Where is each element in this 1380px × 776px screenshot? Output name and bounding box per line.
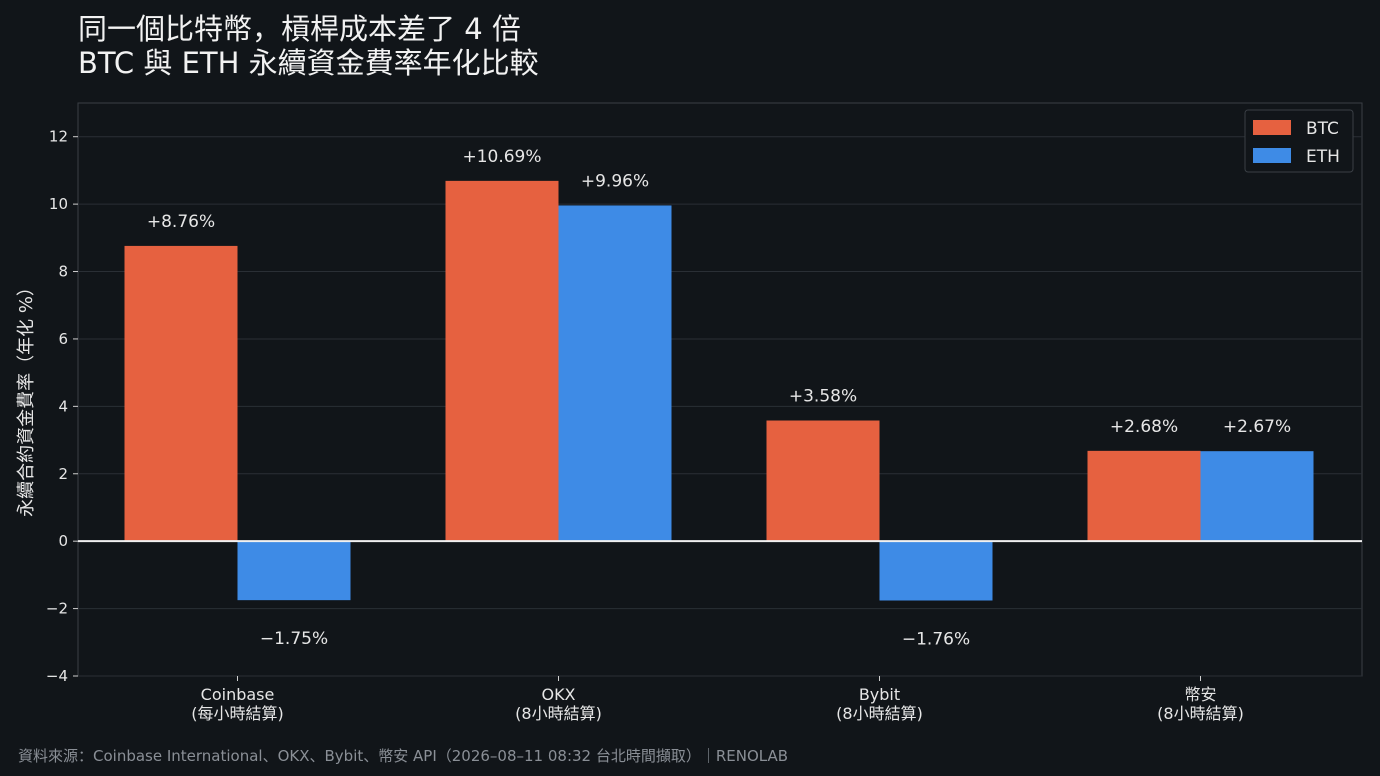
y-tick-label: −2 [46, 600, 68, 618]
data-label: +2.67% [1223, 417, 1291, 437]
title-line-1: 同一個比特幣，槓桿成本差了 4 倍 [78, 12, 521, 46]
bar-btc-2 [766, 420, 880, 542]
data-label: −1.76% [902, 629, 970, 649]
data-label: −1.75% [260, 629, 328, 649]
x-tick-label: Coinbase [201, 685, 275, 704]
bar-btc-3 [1087, 450, 1201, 542]
y-axis-label: 永續合約資金費率（年化 %） [16, 278, 37, 517]
x-tick-sublabel: (8小時結算) [1157, 704, 1244, 723]
bar-eth-1 [558, 205, 672, 542]
y-tick-label: −4 [46, 667, 68, 685]
source-note: 資料來源：Coinbase International、OKX、Bybit、幣安… [18, 747, 789, 765]
y-tick-label: 4 [58, 397, 68, 415]
legend-swatch-eth [1253, 148, 1291, 163]
y-tick-label: 8 [58, 263, 68, 281]
y-tick-label: 6 [58, 330, 68, 348]
data-label: +8.76% [147, 212, 215, 232]
title-line-2: BTC 與 ETH 永續資金費率年化比較 [78, 46, 539, 80]
x-tick-sublabel: (每小時結算) [191, 704, 284, 723]
x-tick-sublabel: (8小時結算) [836, 704, 923, 723]
x-tick-sublabel: (8小時結算) [515, 704, 602, 723]
y-tick-label: 12 [49, 128, 68, 146]
chart-title: 同一個比特幣，槓桿成本差了 4 倍 BTC 與 ETH 永續資金費率年化比較 [78, 12, 539, 80]
bar-eth-0 [237, 541, 351, 601]
data-label: +2.68% [1110, 417, 1178, 437]
legend-label: BTC [1306, 119, 1339, 139]
x-tick-label: OKX [541, 685, 575, 704]
y-tick-label: 10 [49, 195, 68, 213]
legend-label: ETH [1306, 147, 1340, 167]
x-tick-label: 幣安 [1184, 685, 1216, 704]
bar-eth-3 [1200, 451, 1314, 542]
bar-btc-1 [445, 180, 559, 542]
data-label: +9.96% [581, 171, 649, 191]
data-label: +10.69% [462, 147, 541, 167]
y-tick-label: 0 [58, 532, 68, 550]
bar-btc-0 [124, 245, 238, 542]
data-label: +3.58% [789, 387, 857, 407]
bar-eth-2 [879, 541, 993, 601]
bar-chart: −4 −2 0 2 4 6 8 10 12 永續合約資金費率（年化 %） +8.76% −1.75% C… [16, 102, 1363, 723]
legend: BTC ETH [1244, 109, 1354, 173]
legend-swatch-btc [1253, 120, 1291, 135]
x-tick-label: Bybit [859, 685, 900, 704]
y-tick-label: 2 [58, 465, 68, 483]
